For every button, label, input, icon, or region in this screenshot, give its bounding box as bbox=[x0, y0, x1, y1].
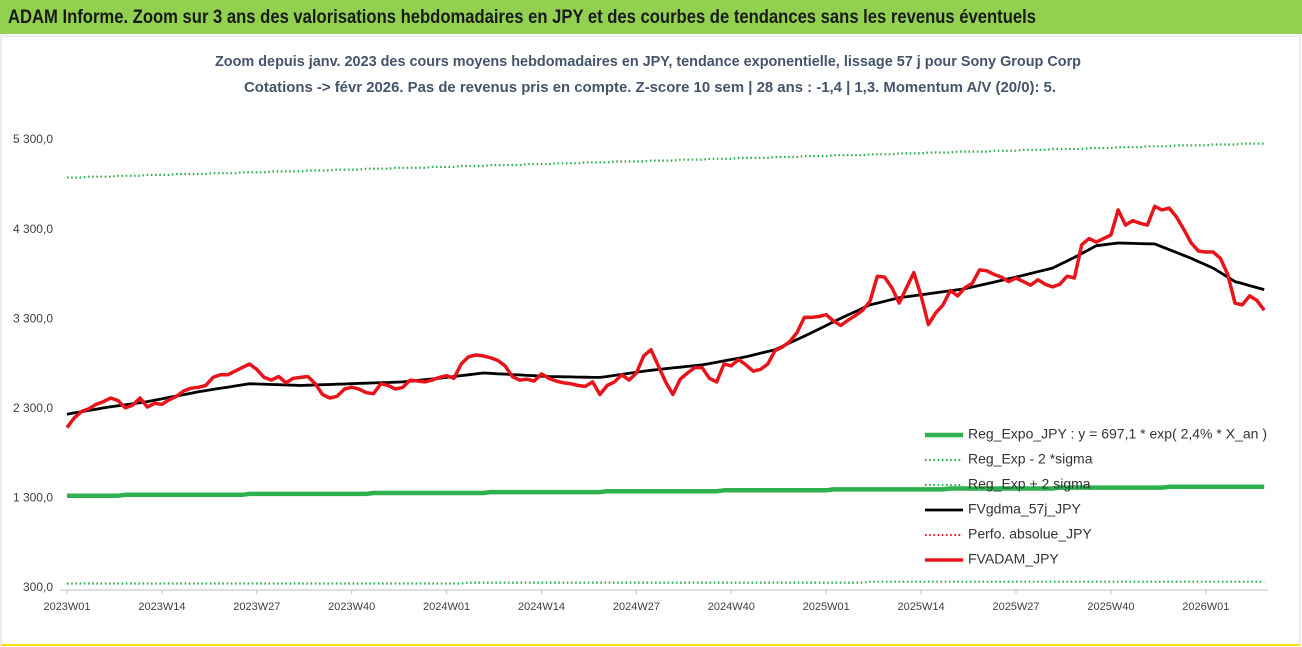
x-tick-label: 2023W01 bbox=[43, 601, 90, 613]
chart-subtitle: Cotations -> févr 2026. Pas de revenus p… bbox=[244, 79, 1056, 96]
x-tick-label: 2025W40 bbox=[1087, 601, 1134, 613]
y-tick-label: 4 300,0 bbox=[13, 222, 53, 236]
y-tick-label: 5 300,0 bbox=[13, 132, 53, 146]
x-tick-label: 2024W27 bbox=[613, 601, 660, 613]
x-tick-label: 2025W14 bbox=[898, 601, 945, 613]
x-tick-label: 2023W14 bbox=[138, 601, 185, 613]
series-line bbox=[66, 241, 1265, 416]
header-band bbox=[0, 0, 1302, 34]
header-title: ADAM Informe. Zoom sur 3 ans des valoris… bbox=[8, 7, 1036, 28]
series-line bbox=[67, 580, 1265, 585]
x-tick-label: 2025W01 bbox=[803, 601, 850, 613]
y-tick-label: 3 300,0 bbox=[13, 311, 53, 325]
series-line bbox=[65, 204, 1266, 429]
series-line bbox=[67, 142, 1265, 179]
x-tick-label: 2023W27 bbox=[233, 601, 280, 613]
legend-label: FVgdma_57j_JPY bbox=[968, 501, 1082, 517]
legend-label: FVADAM_JPY bbox=[968, 551, 1059, 567]
x-tick-label: 2023W40 bbox=[328, 601, 375, 613]
x-tick-label: 2024W40 bbox=[708, 601, 755, 613]
x-tick-label: 2024W01 bbox=[423, 601, 470, 613]
chart-frame bbox=[0, 35, 1301, 646]
legend-label: Reg_Exp - 2 *sigma bbox=[968, 451, 1093, 467]
chart-title: Zoom depuis janv. 2023 des cours moyens … bbox=[215, 53, 1081, 70]
legend-label: Perfo. absolue_JPY bbox=[968, 526, 1092, 542]
legend-label: Reg_Exp + 2 sigma bbox=[968, 476, 1091, 492]
x-tick-label: 2025W27 bbox=[992, 601, 1039, 613]
x-tick-label: 2024W14 bbox=[518, 601, 565, 613]
y-tick-label: 1 300,0 bbox=[13, 491, 53, 505]
y-tick-label: 300,0 bbox=[23, 580, 53, 594]
series-line bbox=[67, 484, 1265, 498]
legend-label: Reg_Expo_JPY : y = 697,1 * exp( 2,4% * X… bbox=[968, 426, 1267, 442]
y-tick-label: 2 300,0 bbox=[13, 401, 53, 415]
x-tick-label: 2026W01 bbox=[1182, 601, 1229, 613]
